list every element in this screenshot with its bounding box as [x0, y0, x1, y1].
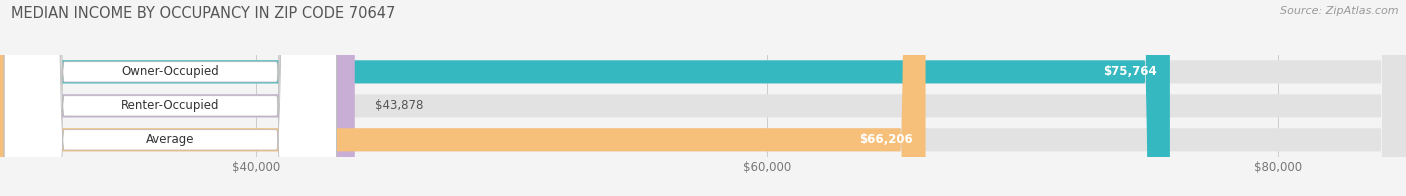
Text: MEDIAN INCOME BY OCCUPANCY IN ZIP CODE 70647: MEDIAN INCOME BY OCCUPANCY IN ZIP CODE 7… — [11, 6, 395, 21]
Text: $75,764: $75,764 — [1104, 65, 1157, 78]
FancyBboxPatch shape — [0, 0, 1170, 196]
FancyBboxPatch shape — [4, 0, 336, 196]
FancyBboxPatch shape — [0, 0, 354, 196]
FancyBboxPatch shape — [0, 0, 925, 196]
FancyBboxPatch shape — [4, 0, 336, 196]
Text: Source: ZipAtlas.com: Source: ZipAtlas.com — [1281, 6, 1399, 16]
FancyBboxPatch shape — [4, 0, 336, 196]
Text: Renter-Occupied: Renter-Occupied — [121, 99, 219, 112]
Text: Average: Average — [146, 133, 194, 146]
Text: Owner-Occupied: Owner-Occupied — [121, 65, 219, 78]
Text: $43,878: $43,878 — [375, 99, 423, 112]
Text: $66,206: $66,206 — [859, 133, 912, 146]
